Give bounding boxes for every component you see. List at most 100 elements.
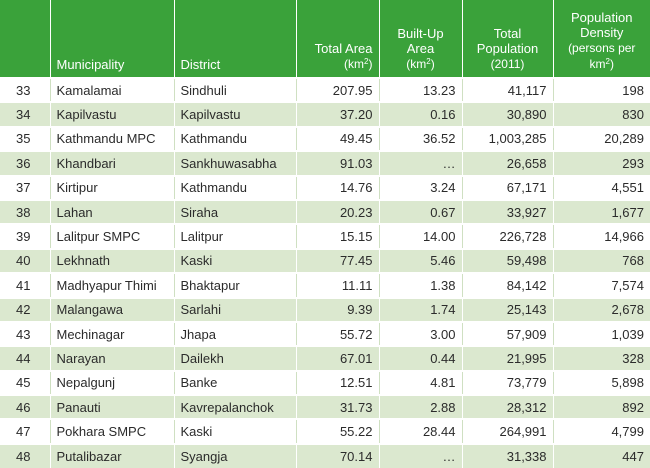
header-population-density: Population Density (persons per km2) bbox=[552, 0, 650, 78]
cell-number: 43 bbox=[0, 320, 50, 347]
cell-number: 48 bbox=[0, 442, 50, 468]
cell-population-density: 328 bbox=[552, 345, 650, 371]
cell-district: Kaski bbox=[173, 418, 296, 444]
cell-built-up-area: 36.52 bbox=[378, 125, 462, 152]
cell-total-area: 77.45 bbox=[295, 247, 379, 274]
cell-built-up-area: 28.44 bbox=[378, 418, 462, 444]
cell-population-density: 293 bbox=[552, 150, 650, 176]
table-row: 35 Kathmandu MPC Kathmandu 49.45 36.52 1,003,… bbox=[0, 125, 650, 152]
cell-total-population: 33,927 bbox=[461, 198, 553, 225]
cell-built-up-area: … bbox=[378, 150, 462, 176]
cell-total-population: 84,142 bbox=[461, 272, 553, 298]
cell-municipality: Malangawa bbox=[49, 296, 174, 322]
cell-district: Dailekh bbox=[173, 345, 296, 371]
cell-number: 47 bbox=[0, 418, 50, 444]
table-row: 46 Panauti Kavrepalanchok 31.73 2.88 28,312 89… bbox=[0, 394, 650, 420]
cell-district: Kapilvastu bbox=[173, 101, 296, 127]
cell-total-area: 70.14 bbox=[295, 442, 379, 468]
cell-municipality: Mechinagar bbox=[49, 320, 174, 347]
cell-total-population: 30,890 bbox=[461, 101, 553, 127]
cell-built-up-area: 14.00 bbox=[378, 223, 462, 249]
cell-built-up-area: 0.16 bbox=[378, 101, 462, 127]
cell-population-density: 1,039 bbox=[552, 320, 650, 347]
cell-built-up-area: 1.38 bbox=[378, 272, 462, 298]
cell-total-population: 28,312 bbox=[461, 394, 553, 420]
cell-built-up-area: 5.46 bbox=[378, 247, 462, 274]
cell-population-density: 768 bbox=[552, 247, 650, 274]
cell-built-up-area: 0.67 bbox=[378, 198, 462, 225]
cell-population-density: 20,289 bbox=[552, 125, 650, 152]
cell-number: 37 bbox=[0, 174, 50, 200]
header-total-population: Total Population (2011) bbox=[461, 0, 553, 78]
cell-total-population: 21,995 bbox=[461, 345, 553, 371]
table-row: 33 Kamalamai Sindhuli 207.95 13.23 41,117 198 bbox=[0, 76, 650, 103]
cell-built-up-area: 0.44 bbox=[378, 345, 462, 371]
cell-population-density: 1,677 bbox=[552, 198, 650, 225]
header-row: Municipality District Total Area (km2) B… bbox=[0, 0, 650, 78]
header-built-up-line1: Built-Up bbox=[397, 26, 444, 41]
cell-total-population: 264,991 bbox=[461, 418, 553, 444]
header-built-up-area: Built-Up Area (km2) bbox=[378, 0, 462, 78]
cell-population-density: 5,898 bbox=[552, 369, 650, 396]
cell-total-population: 1,003,285 bbox=[461, 125, 553, 152]
cell-total-population: 226,728 bbox=[461, 223, 553, 249]
cell-district: Sarlahi bbox=[173, 296, 296, 322]
cell-district: Siraha bbox=[173, 198, 296, 225]
cell-district: Bhaktapur bbox=[173, 272, 296, 298]
cell-population-density: 892 bbox=[552, 394, 650, 420]
cell-total-population: 41,117 bbox=[461, 76, 553, 103]
table-row: 43 Mechinagar Jhapa 55.72 3.00 57,909 1,039 bbox=[0, 320, 650, 347]
table-row: 34 Kapilvastu Kapilvastu 37.20 0.16 30,890 830 bbox=[0, 101, 650, 127]
cell-built-up-area: 3.24 bbox=[378, 174, 462, 200]
cell-district: Jhapa bbox=[173, 320, 296, 347]
cell-municipality: Nepalgunj bbox=[49, 369, 174, 396]
table-row: 38 Lahan Siraha 20.23 0.67 33,927 1,677 bbox=[0, 198, 650, 225]
header-population-unit: (2011) bbox=[490, 57, 525, 71]
cell-total-area: 15.15 bbox=[295, 223, 379, 249]
cell-total-population: 73,779 bbox=[461, 369, 553, 396]
table-row: 39 Lalitpur SMPC Lalitpur 15.15 14.00 226,728… bbox=[0, 223, 650, 249]
cell-population-density: 7,574 bbox=[552, 272, 650, 298]
header-total-area-label: Total Area bbox=[314, 41, 373, 56]
cell-district: Kaski bbox=[173, 247, 296, 274]
table-body: 33 Kamalamai Sindhuli 207.95 13.23 41,117 198 3… bbox=[0, 76, 650, 468]
cell-number: 42 bbox=[0, 296, 50, 322]
header-municipality: Municipality bbox=[49, 0, 174, 78]
cell-number: 35 bbox=[0, 125, 50, 152]
cell-total-population: 31,338 bbox=[461, 442, 553, 468]
cell-municipality: Khandbari bbox=[49, 150, 174, 176]
cell-number: 41 bbox=[0, 272, 50, 298]
table-row: 36 Khandbari Sankhuwasabha 91.03… 26,658 293 bbox=[0, 150, 650, 176]
cell-total-area: 55.22 bbox=[295, 418, 379, 444]
cell-district: Kathmandu bbox=[173, 174, 296, 200]
cell-total-population: 25,143 bbox=[461, 296, 553, 322]
cell-total-area: 9.39 bbox=[295, 296, 379, 322]
cell-total-population: 26,658 bbox=[461, 150, 553, 176]
cell-number: 46 bbox=[0, 394, 50, 420]
header-number bbox=[0, 0, 50, 78]
cell-built-up-area: 4.81 bbox=[378, 369, 462, 396]
cell-district: Banke bbox=[173, 369, 296, 396]
cell-district: Lalitpur bbox=[173, 223, 296, 249]
cell-district: Sindhuli bbox=[173, 76, 296, 103]
header-district-label: District bbox=[180, 57, 221, 72]
cell-number: 36 bbox=[0, 150, 50, 176]
cell-total-population: 67,171 bbox=[461, 174, 553, 200]
cell-municipality: Narayan bbox=[49, 345, 174, 371]
cell-municipality: Kathmandu MPC bbox=[49, 125, 174, 152]
cell-number: 33 bbox=[0, 76, 50, 103]
cell-municipality: Putalibazar bbox=[49, 442, 174, 468]
cell-municipality: Madhyapur Thimi bbox=[49, 272, 174, 298]
header-density-unit2: km2) bbox=[589, 57, 614, 71]
table-row: 42 Malangawa Sarlahi 9.39 1.74 25,143 2,678 bbox=[0, 296, 650, 322]
header-density-line2: Density bbox=[580, 25, 624, 40]
table-row: 41 Madhyapur Thimi Bhaktapur 11.11 1.38 84,14… bbox=[0, 272, 650, 298]
header-district: District bbox=[173, 0, 296, 78]
cell-total-area: 67.01 bbox=[295, 345, 379, 371]
header-total-area: Total Area (km2) bbox=[295, 0, 379, 78]
cell-built-up-area: 1.74 bbox=[378, 296, 462, 322]
cell-number: 34 bbox=[0, 101, 50, 127]
cell-municipality: Pokhara SMPC bbox=[49, 418, 174, 444]
cell-total-area: 91.03 bbox=[295, 150, 379, 176]
cell-population-density: 4,551 bbox=[552, 174, 650, 200]
